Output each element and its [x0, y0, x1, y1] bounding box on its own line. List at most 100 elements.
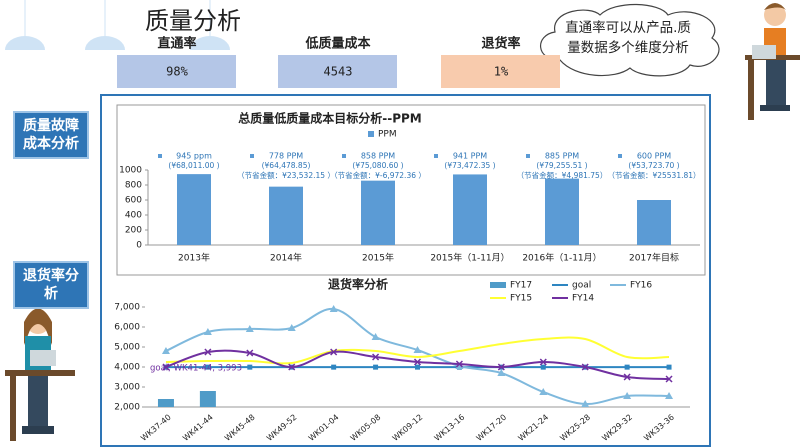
x-tick-label: WK09-12 [391, 413, 425, 443]
x-tick-label: 2014年 [270, 252, 302, 264]
x-tick-label: WK21-24 [516, 413, 550, 443]
y-tick-label: 800 [125, 181, 142, 191]
label-marker [434, 154, 438, 158]
x-tick-label: 2013年 [178, 252, 210, 264]
data-label: 945 ppm [176, 152, 212, 161]
legend-swatch [368, 131, 374, 137]
legend-label: goal [572, 281, 591, 291]
side-label: 成本分析 [23, 135, 79, 152]
y-tick-label: 600 [125, 196, 142, 206]
legend-swatch [490, 282, 506, 288]
data-label: 600 PPM [637, 152, 671, 161]
point [623, 392, 632, 399]
point [161, 347, 170, 354]
chart-title: 总质量低质量成本目标分析--PPM [238, 111, 422, 126]
chart-frame [116, 104, 706, 276]
y-tick-label: 7,000 [114, 303, 140, 313]
y-tick-label: 4,000 [114, 363, 140, 373]
y-tick-label: 1000 [119, 166, 142, 176]
point [624, 364, 630, 370]
kpi-label: 低质量成本 [304, 36, 370, 52]
point [539, 358, 547, 366]
point [665, 375, 673, 383]
panel-frame [100, 94, 711, 447]
side-label: 退货率分 [23, 267, 79, 284]
x-tick-label: 2015年（1-11月） [430, 252, 509, 264]
data-label: 858 PPM [361, 152, 395, 161]
x-tick-label: WK29-32 [600, 413, 634, 443]
lamp [5, 36, 45, 50]
bar [199, 391, 216, 407]
x-tick-label: WK13-16 [433, 413, 467, 443]
lamp [85, 36, 125, 50]
point [373, 364, 379, 370]
bar [453, 174, 487, 245]
person-illustration [5, 308, 75, 441]
point [371, 333, 380, 340]
point [539, 388, 548, 395]
annotation: （节省金额：¥25531.81） [607, 170, 700, 180]
annotation: （节省金额：¥23,532.15 ） [237, 170, 335, 180]
legend-label: FY17 [510, 281, 532, 291]
bar [637, 200, 671, 245]
page-title: 质量分析 [145, 7, 241, 35]
person-illustration [745, 3, 800, 120]
point [581, 400, 590, 407]
bar [545, 178, 579, 245]
point [666, 364, 672, 370]
kpi-label: 直通率 [157, 36, 196, 52]
x-tick-label: WK45-48 [223, 413, 257, 443]
annotation: （节省金额：¥4,981.75） [517, 170, 608, 180]
bar [177, 174, 211, 245]
kpi-value: 4543 [324, 65, 353, 79]
point [162, 363, 170, 371]
kpi-value: 98% [166, 65, 188, 79]
y-tick-label: 200 [125, 226, 142, 236]
point [581, 363, 589, 371]
kpi-label: 退货率 [481, 36, 520, 52]
annotation: （节省金额：¥-6,972.36 ） [330, 170, 426, 180]
chart-title: 退货率分析 [328, 277, 388, 292]
annotation: (¥73,472.35 ) [444, 161, 495, 170]
annotation: (¥79,255.51 ) [536, 161, 587, 170]
side-label-box [13, 111, 89, 159]
point [204, 348, 212, 356]
point [665, 392, 674, 399]
point [455, 362, 464, 369]
kpi-box [278, 55, 397, 88]
side-label-box [13, 261, 89, 309]
y-tick-label: 2,000 [114, 403, 140, 413]
annotation: (¥68,011.00 ) [168, 161, 219, 170]
point [331, 364, 337, 370]
lamp [190, 36, 230, 50]
y-tick-label: 3,000 [114, 383, 140, 393]
point [413, 346, 422, 353]
bubble-line: 直通率可以从产品.质 [565, 19, 691, 36]
x-tick-label: WK33-36 [642, 413, 676, 443]
annotation: (¥53,723.70 ) [628, 161, 679, 170]
point [288, 363, 296, 371]
series-line [165, 336, 670, 365]
data-label: 885 PPM [545, 152, 579, 161]
y-tick-label: 400 [125, 211, 142, 221]
point [203, 328, 212, 335]
thought-bubble [540, 3, 720, 77]
point [497, 363, 505, 371]
label-marker [618, 154, 622, 158]
y-tick-label: 0 [136, 241, 142, 251]
label-marker [250, 154, 254, 158]
x-tick-label: WK05-08 [349, 413, 383, 443]
bar [157, 399, 174, 407]
point [205, 364, 211, 370]
legend-label: FY14 [572, 294, 594, 304]
x-tick-label: WK41-44 [181, 413, 215, 443]
point [415, 364, 420, 370]
point [330, 348, 338, 356]
side-label: 析 [44, 285, 58, 302]
bubble-line: 量数据多个维度分析 [567, 39, 689, 56]
point [245, 325, 254, 332]
point [372, 353, 380, 361]
x-tick-label: WK25-28 [558, 413, 592, 443]
point [329, 305, 338, 312]
